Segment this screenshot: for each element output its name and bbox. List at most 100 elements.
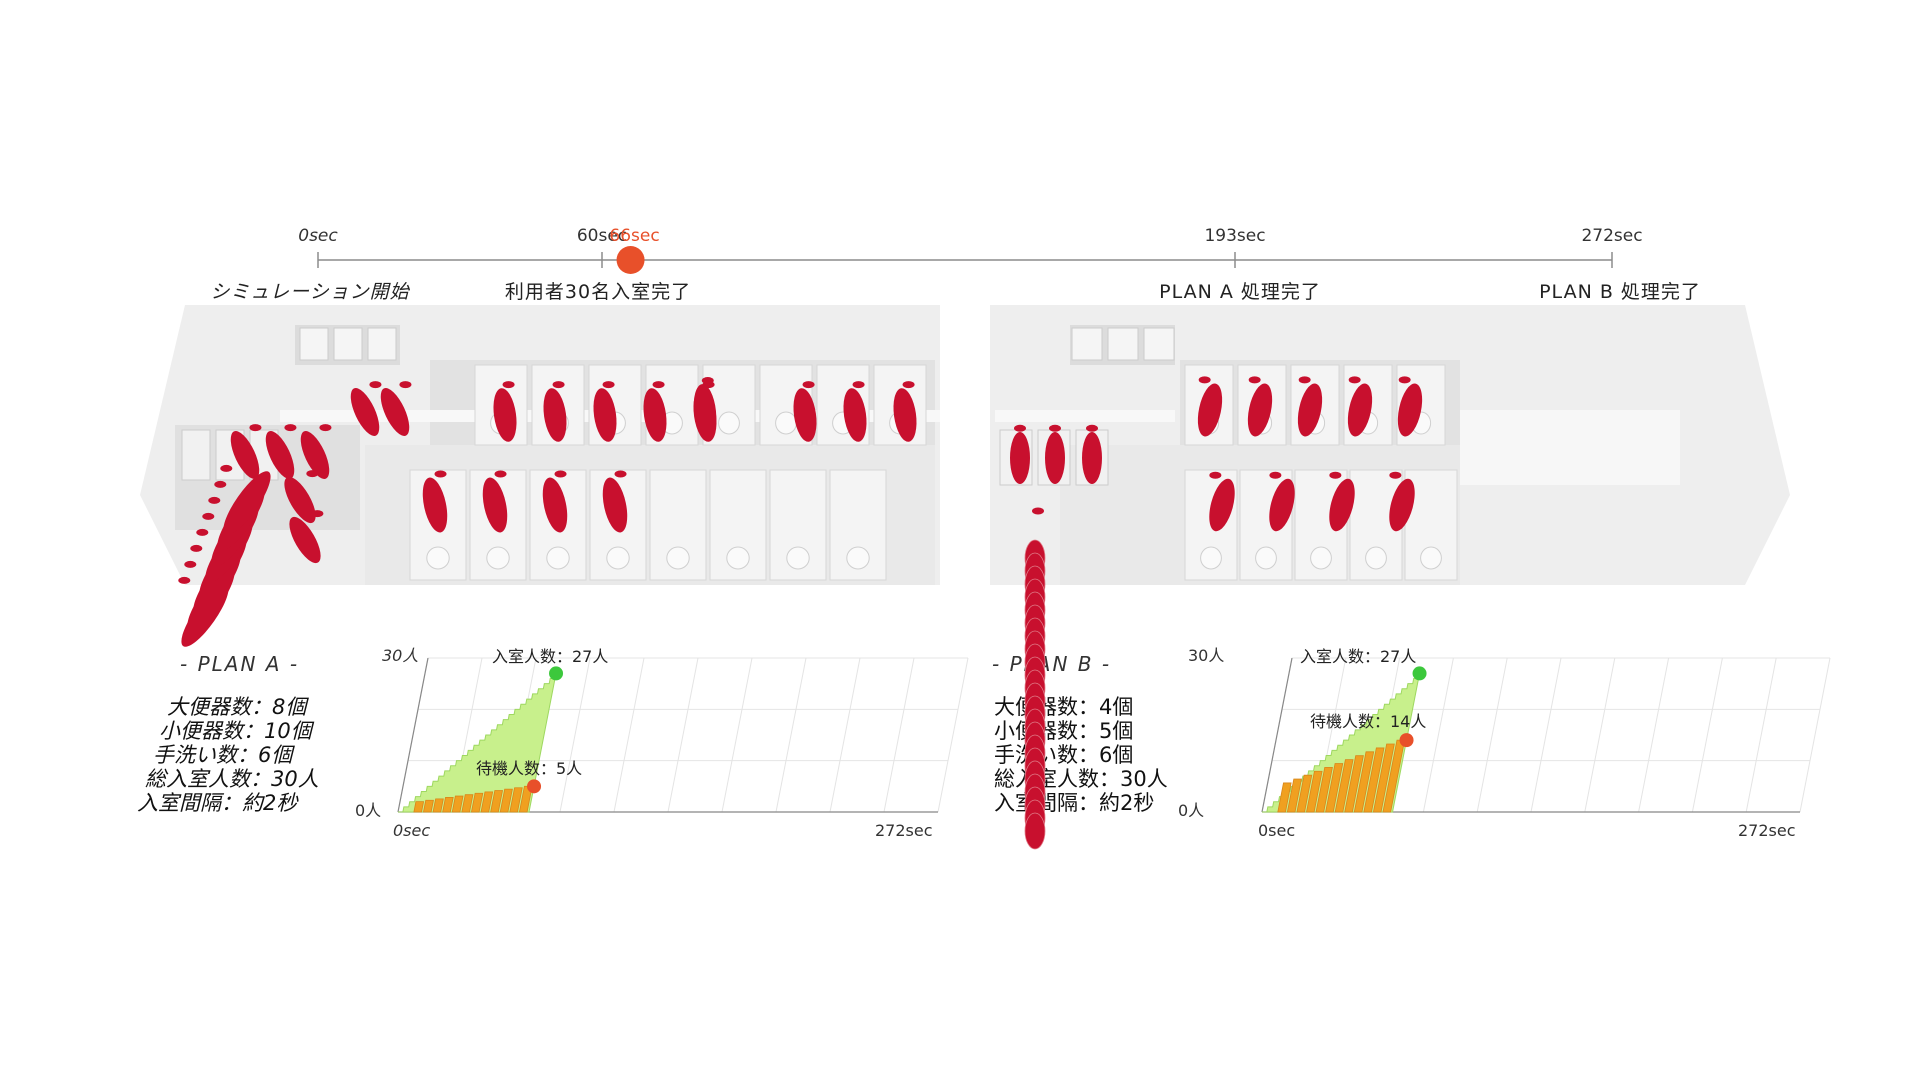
sink-fixture bbox=[367, 327, 397, 361]
sink-fixture bbox=[333, 327, 363, 361]
chart-gridline bbox=[1638, 657, 1670, 813]
plan-b-empty-area bbox=[1460, 410, 1680, 485]
timeline-tick-label: 0sec bbox=[298, 226, 338, 246]
toilet-fixture bbox=[1200, 546, 1222, 570]
chart-a-y-bottom: 0人 bbox=[355, 801, 382, 820]
plan-a-spec-total: 総入室人数：30人 bbox=[145, 767, 319, 791]
toilet-fixture bbox=[486, 546, 510, 570]
chart-gridline bbox=[883, 657, 915, 813]
toilet-fixture bbox=[426, 546, 450, 570]
chart-b-waiting-label: 待機人数：14人 bbox=[1310, 712, 1427, 731]
chart-gridline bbox=[1422, 657, 1454, 813]
waiting-bar bbox=[480, 791, 494, 813]
plan-b-spec-sinks: 手洗い数：6個 bbox=[994, 743, 1134, 767]
timeline-tick-label: 272sec bbox=[1581, 226, 1643, 246]
person-figure bbox=[693, 377, 717, 440]
waiting-bar bbox=[413, 801, 425, 813]
plan-a-spec-toilets: 大便器数：8個 bbox=[167, 695, 307, 719]
chart-gridline bbox=[667, 657, 699, 813]
person-figure bbox=[1389, 471, 1415, 532]
timeline-tick-label: 60sec bbox=[576, 226, 628, 246]
waiting-bar bbox=[1315, 766, 1333, 813]
waiting-bar bbox=[1353, 751, 1375, 813]
person-figure bbox=[893, 381, 917, 442]
plan-a-spec-urinals: 小便器数：10個 bbox=[159, 719, 312, 743]
toilet-fixture bbox=[1310, 546, 1332, 570]
plan-a-spec-interval: 入室間隔：約2秒 bbox=[137, 791, 298, 815]
person-figure bbox=[1082, 424, 1102, 484]
plan-b-entry-strip bbox=[995, 410, 1175, 422]
timeline-caption: PLAN B 処理完了 bbox=[1539, 281, 1701, 303]
toilet-fixture bbox=[1255, 546, 1277, 570]
person-figure bbox=[602, 470, 628, 533]
chart-a-entered-label: 入室人数：27人 bbox=[492, 647, 609, 666]
toilet-fixture bbox=[606, 546, 630, 570]
waiting-bar bbox=[1372, 743, 1395, 813]
toilet-fixture bbox=[546, 546, 570, 570]
chart-y-axis bbox=[397, 657, 429, 813]
chart-a-x-start: 0sec bbox=[393, 821, 431, 840]
person-figure bbox=[793, 381, 817, 442]
chart-b-y-top: 30人 bbox=[1188, 646, 1225, 665]
person-figure bbox=[380, 381, 412, 436]
chart-gridline bbox=[613, 657, 645, 813]
person-figure bbox=[265, 424, 297, 479]
chart-b bbox=[1261, 657, 1831, 813]
queue-person bbox=[1024, 812, 1046, 850]
waiting-bar bbox=[1277, 782, 1292, 813]
person-figure bbox=[593, 381, 617, 442]
chart-gridline bbox=[1476, 657, 1508, 813]
timeline-current-marker[interactable] bbox=[616, 246, 645, 274]
timeline-caption: 利用者30名入室完了 bbox=[504, 281, 692, 303]
person-figure bbox=[493, 381, 517, 442]
person-figure bbox=[1397, 376, 1423, 437]
person-figure bbox=[1010, 424, 1030, 484]
queue-person bbox=[1032, 507, 1044, 515]
waiting-bar bbox=[1306, 770, 1323, 813]
timeline-caption: シミュレーション開始 bbox=[210, 281, 410, 303]
person-figure bbox=[643, 381, 667, 442]
toilet-fixture bbox=[726, 546, 750, 570]
waiting-bar bbox=[1334, 759, 1354, 813]
chart-gridline bbox=[1530, 657, 1562, 813]
timeline-tick-label: 193sec bbox=[1204, 226, 1266, 246]
chart-gridline bbox=[1584, 657, 1616, 813]
waiting-bar bbox=[509, 787, 523, 813]
toilet-fixture bbox=[1420, 546, 1442, 570]
chart-b-y-bottom: 0人 bbox=[1178, 801, 1205, 820]
chart-b-entered-label: 入室人数：27人 bbox=[1300, 647, 1417, 666]
person-figure bbox=[1329, 471, 1355, 532]
person-figure bbox=[482, 470, 508, 533]
waiting-bar bbox=[432, 798, 444, 813]
person-figure bbox=[300, 424, 332, 479]
toilet-fixture bbox=[1365, 546, 1387, 570]
person-figure bbox=[230, 424, 262, 479]
plan-a-title: - PLAN A - bbox=[180, 652, 300, 676]
person-figure bbox=[1297, 376, 1323, 437]
chart-a-x-end: 272sec bbox=[875, 821, 933, 840]
sink-fixture bbox=[1107, 327, 1139, 361]
plan-b-specs: 大便器数：4個 小便器数：5個 手洗い数：6個 総入室人数：30人 入室間隔：約… bbox=[994, 695, 1168, 815]
person-figure bbox=[1247, 376, 1273, 437]
person-figure bbox=[1197, 376, 1223, 437]
person-figure bbox=[1269, 471, 1295, 532]
toilet-fixture bbox=[786, 546, 810, 570]
waiting-bar bbox=[1344, 755, 1364, 813]
timeline-current-label: 66sec bbox=[609, 226, 660, 246]
person-figure bbox=[422, 470, 448, 533]
chart-a-waiting-label: 待機人数：5人 bbox=[476, 759, 583, 778]
person-figure bbox=[543, 381, 567, 442]
entered-dot bbox=[1412, 666, 1427, 681]
chart-gridline bbox=[1691, 657, 1723, 813]
chart-b-x-end: 272sec bbox=[1738, 821, 1796, 840]
toilet-fixture bbox=[666, 546, 690, 570]
chart-gridline bbox=[721, 657, 753, 813]
person-figure bbox=[1347, 376, 1373, 437]
person-figure bbox=[350, 381, 382, 436]
sink-fixture bbox=[1143, 327, 1175, 361]
chart-gridline bbox=[1799, 657, 1831, 813]
chart-gridline bbox=[1745, 657, 1777, 813]
person-figure bbox=[843, 381, 867, 442]
toilet-fixture bbox=[718, 411, 740, 435]
